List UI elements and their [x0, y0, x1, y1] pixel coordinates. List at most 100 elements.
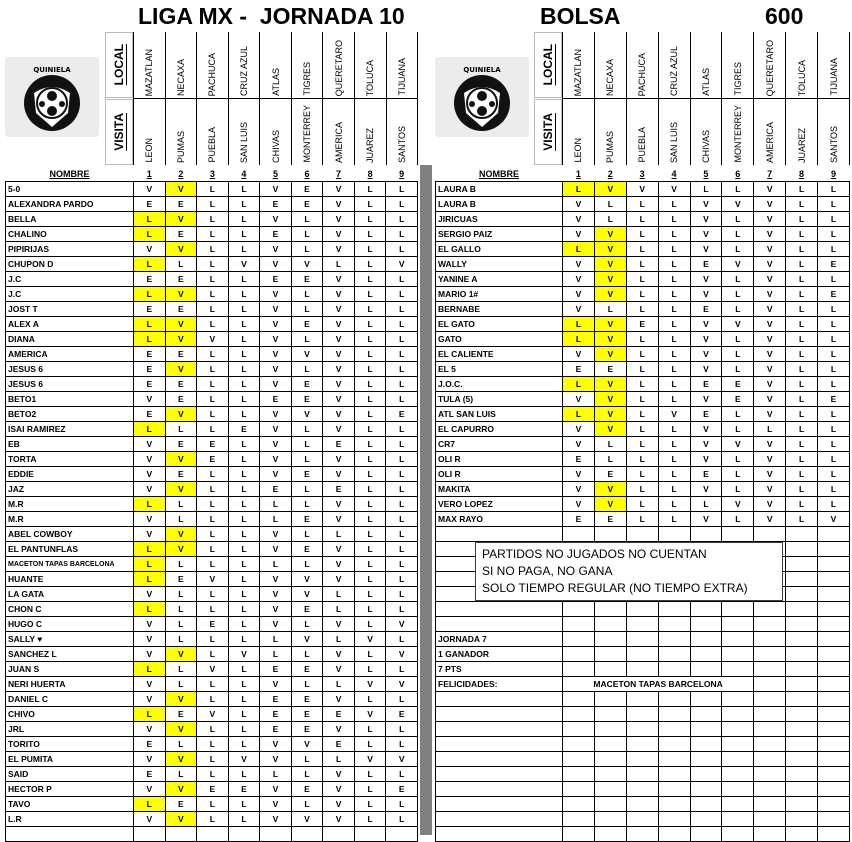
match-number: 3: [209, 169, 215, 179]
pick-cell: V: [753, 466, 787, 482]
pick-cell: E: [164, 706, 198, 722]
pick-cell: V: [385, 646, 418, 662]
pick-cell: V: [164, 181, 198, 197]
pick-cell: L: [353, 286, 387, 302]
local-team: NECAXA: [165, 32, 197, 99]
player-name: M.R: [5, 496, 134, 512]
visiting-team: PUMAS: [166, 99, 197, 165]
pick-cell: E: [227, 421, 261, 437]
player-name: JIRICUAS: [435, 211, 563, 227]
pick-cell: V: [259, 331, 292, 347]
pick-cell: E: [562, 361, 595, 377]
pick-cell: L: [625, 271, 659, 287]
pick-cell: V: [562, 496, 595, 512]
pick-cell: V: [133, 811, 166, 827]
pick-cell: L: [657, 211, 691, 227]
pick-cell: V: [657, 406, 691, 422]
pick-cell: V: [689, 421, 723, 437]
pick-cell: L: [817, 181, 850, 197]
pick-cell: L: [196, 196, 229, 212]
pick-cell: V: [593, 376, 627, 392]
pick-cell: E: [133, 196, 166, 212]
visiting-team: AMERICA: [754, 99, 785, 165]
pick-cell: V: [353, 751, 387, 767]
empty-cell: [593, 811, 627, 827]
empty-cell: [625, 811, 659, 827]
pick-cell: V: [164, 286, 198, 302]
table-row: JAZ V V L L E L E L L: [5, 481, 418, 497]
visiting-team: SAN LUIS: [659, 99, 690, 165]
player-name: EL GATO: [435, 316, 563, 332]
pick-cell: V: [164, 451, 198, 467]
player-name: PIPIRIJAS: [5, 241, 134, 257]
pick-cell: V: [322, 781, 355, 797]
matches-header: MAZATLAN LEON NECAXA PUMAS PACHUCA PUEBLA CRUZ…: [562, 32, 851, 165]
match-column: NECAXA PUMAS: [164, 32, 197, 165]
pick-cell: L: [290, 436, 324, 452]
pick-cell: L: [133, 256, 166, 272]
pick-cell: V: [259, 451, 292, 467]
empty-cell: [435, 691, 563, 707]
pick-cell: L: [657, 196, 691, 212]
player-name: EL CALIENTE: [435, 346, 563, 362]
empty-cell: [721, 736, 755, 752]
pick-cell: L: [785, 196, 818, 212]
player-name: AMERICA: [5, 346, 134, 362]
pick-cell: L: [721, 511, 755, 527]
empty-cell: [785, 796, 818, 812]
empty-cell: [785, 601, 818, 617]
pick-cell: L: [133, 226, 166, 242]
pick-cell: V: [689, 331, 723, 347]
match-number: 8: [799, 169, 805, 179]
pick-cell: L: [385, 331, 418, 347]
empty-cell: [753, 676, 787, 692]
empty-cell: [657, 526, 691, 542]
pick-cell: L: [227, 271, 261, 287]
pick-cell: L: [290, 331, 324, 347]
pick-cell: V: [259, 526, 292, 542]
empty-cell: [625, 751, 659, 767]
pick-cell: V: [164, 691, 198, 707]
pick-cell: V: [164, 316, 198, 332]
pick-cell: L: [353, 226, 387, 242]
pick-cell: L: [259, 511, 292, 527]
pick-cell: L: [227, 496, 261, 512]
local-team: TIJUANA: [386, 32, 418, 99]
local-team: QUERETARO: [323, 32, 354, 99]
visiting-team-name: PUMAS: [605, 130, 616, 163]
local-team: CRUZ AZUL: [228, 32, 260, 99]
pick-cell: L: [625, 436, 659, 452]
table-row: NERI HUERTA V L L L V L L V V: [5, 676, 418, 692]
pick-cell: L: [353, 541, 387, 557]
pick-cell: E: [259, 226, 292, 242]
player-name: SALLY ♥: [5, 631, 134, 647]
pick-cell: E: [259, 691, 292, 707]
pick-cell: L: [817, 451, 850, 467]
table-row: CHALINO L E L L E L V L L: [5, 226, 418, 242]
pick-cell: E: [385, 781, 418, 797]
pick-cell: V: [322, 271, 355, 287]
visiting-team-name: MONTERREY: [302, 105, 313, 163]
pick-cell: E: [133, 376, 166, 392]
pick-cell: V: [721, 436, 755, 452]
pick-cell: E: [164, 376, 198, 392]
pick-cell: L: [385, 361, 418, 377]
pick-cell: L: [721, 181, 755, 197]
pick-cell: V: [322, 211, 355, 227]
player-name: MARIO 1#: [435, 286, 563, 302]
empty-row: [435, 751, 850, 767]
empty-cell: [657, 721, 691, 737]
pick-cell: E: [689, 376, 723, 392]
empty-cell: [689, 601, 723, 617]
pick-cell: E: [562, 451, 595, 467]
pick-cell: V: [689, 451, 723, 467]
pick-cell: L: [785, 361, 818, 377]
visiting-team: SAN LUIS: [229, 99, 260, 165]
player-name: ABEL COWBOY: [5, 526, 134, 542]
pick-cell: E: [290, 391, 324, 407]
visiting-team-name: SAN LUIS: [238, 121, 249, 163]
pick-cell: L: [353, 211, 387, 227]
pick-cell: V: [593, 481, 627, 497]
empty-cell: [689, 616, 723, 632]
empty-cell: [435, 736, 563, 752]
